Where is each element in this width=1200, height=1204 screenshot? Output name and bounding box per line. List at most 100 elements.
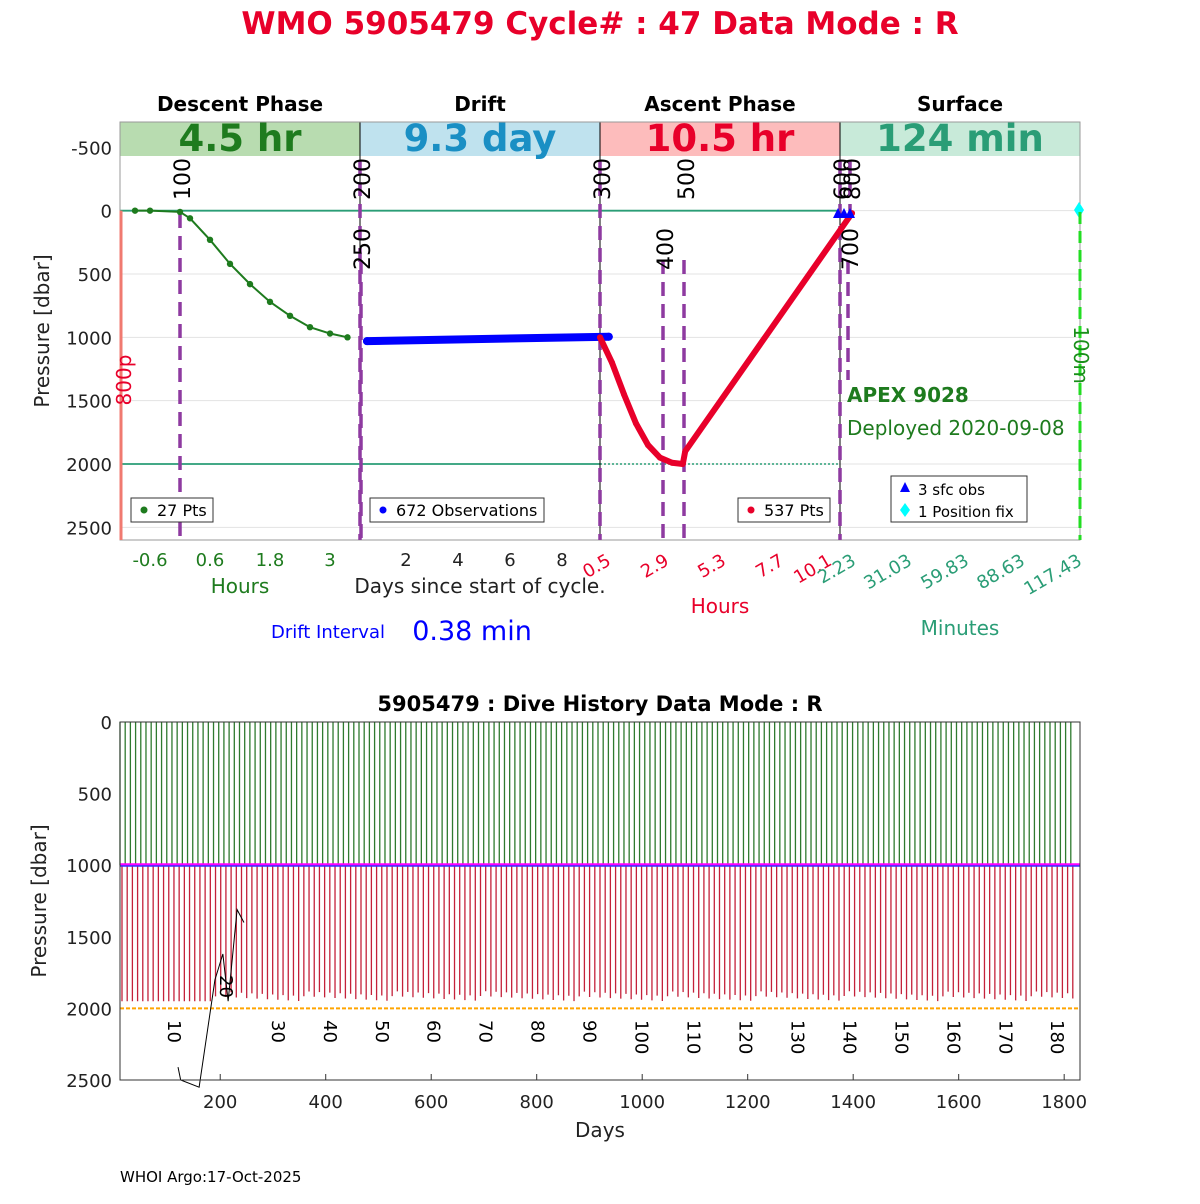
y-axis-label: Pressure [dbar]: [30, 254, 54, 407]
cycle-label: 40: [319, 1020, 340, 1043]
y-tick-label: 1000: [66, 328, 112, 349]
cycle-marker-label: 100: [171, 158, 196, 200]
legend-label: 1 Position fix: [918, 503, 1014, 521]
x-tick-label: 2: [400, 550, 411, 571]
x-axis-label: Hours: [211, 574, 270, 598]
drift-series-line: [363, 332, 613, 346]
descent-point: [206, 236, 214, 243]
y-tick-label: 500: [78, 785, 112, 806]
y-tick-label: 0: [101, 202, 112, 223]
x-tick-label: 200: [203, 1092, 237, 1113]
footer-credit: WHOI Argo:17-Oct-2025: [120, 1168, 301, 1186]
descent-point: [344, 334, 351, 341]
legend-marker: [900, 482, 910, 492]
x-tick-label: 1600: [936, 1092, 982, 1113]
y-axis-label: Pressure [dbar]: [27, 824, 51, 977]
x-tick-label: 600: [414, 1092, 448, 1113]
legend-marker: [747, 506, 755, 514]
cycle-label: 130: [786, 1020, 807, 1054]
y-tick-label: 0: [101, 713, 112, 734]
cycle-label: 30: [267, 1020, 288, 1043]
cycle-label: 80: [527, 1020, 548, 1043]
y-tick-label: 2500: [66, 1071, 112, 1092]
phase-label: Drift: [454, 92, 506, 116]
x-axis-label: Hours: [691, 594, 750, 618]
legend-box: [130, 497, 214, 523]
legend-label: 672 Observations: [396, 501, 537, 520]
x-axis-label: Minutes: [921, 616, 1000, 640]
cycle-marker-label: 500: [675, 158, 700, 200]
x-tick-label: 800: [520, 1092, 554, 1113]
cycle-label: 70: [475, 1020, 496, 1043]
x-tick-label: -0.6: [132, 550, 167, 571]
descent-point: [131, 207, 139, 214]
x-tick-label: 0.6: [196, 550, 225, 571]
x-tick-label: 1000: [619, 1092, 665, 1113]
ascent-point: [633, 420, 639, 427]
x-tick-label: 31.03: [860, 550, 915, 594]
cycle-label: 150: [890, 1020, 911, 1054]
phase-band: [600, 122, 840, 156]
phase-duration: 4.5 hr: [178, 117, 302, 160]
ascent-series-line: [597, 210, 855, 467]
descent-point: [266, 298, 274, 306]
ascent-point: [621, 391, 627, 398]
legend-entry: 537 Pts: [737, 497, 831, 523]
ascent-point: [657, 454, 663, 461]
phase-label: Ascent Phase: [644, 92, 795, 116]
ascent-point: [609, 359, 615, 366]
cycle-label: 120: [734, 1020, 755, 1054]
trajectory-trace: [177, 907, 245, 1088]
legend-entry: 27 Pts: [130, 497, 214, 523]
x-tick-label: 59.83: [917, 550, 972, 594]
legend-marker: [140, 506, 148, 514]
cycle-marker-label: 300: [591, 158, 616, 200]
legend-label: 27 Pts: [157, 501, 207, 520]
cycle-label: 180: [1046, 1020, 1067, 1054]
phase-band: [360, 122, 600, 156]
descent-point: [286, 312, 294, 319]
phase-band: [840, 122, 1080, 156]
cycle-marker-label: 800: [841, 158, 866, 200]
y-tick-label: 1500: [66, 928, 112, 949]
y-tick-label: 1000: [66, 856, 112, 877]
cycle-label: 160: [942, 1020, 963, 1054]
legend-marker: [900, 503, 910, 517]
ascent-point: [669, 459, 675, 466]
x-tick-label: 5.3: [694, 550, 729, 583]
gps-label: 100m: [1069, 326, 1093, 384]
cycle-marker-label: 600: [831, 158, 856, 200]
ascent-point: [682, 448, 689, 455]
plot-frame: [119, 721, 1081, 1081]
y-tick-label: 2500: [66, 518, 112, 539]
cycle-label: 60: [423, 1020, 444, 1043]
phase-duration: 10.5 hr: [646, 117, 796, 160]
cycle-label: 100: [631, 1020, 652, 1054]
float-name: APEX 9028: [847, 383, 969, 407]
chart-title: 5905479 : Dive History Data Mode : R: [377, 692, 822, 716]
cycle-label: 140: [838, 1020, 859, 1054]
figure-title: WMO 5905479 Cycle# : 47 Data Mode : R: [241, 6, 958, 42]
cycle-label: 50: [371, 1020, 392, 1043]
x-axis-label: Days since start of cycle.: [354, 574, 605, 598]
y-tick-label: 1500: [66, 392, 112, 413]
y-tick-label: 2000: [66, 999, 112, 1020]
descent-point: [176, 208, 184, 216]
legend-label: 3 sfc obs: [918, 481, 985, 499]
y-tick-label: -500: [71, 138, 112, 159]
x-tick-label: 88.63: [973, 550, 1028, 594]
legend-box: [890, 475, 1028, 523]
ascent-point: [645, 442, 651, 448]
drift-interval-value: 0.38 min: [412, 616, 532, 647]
drift-interval-label: Drift Interval: [271, 622, 385, 643]
cycle-marker-label: 400: [654, 228, 679, 270]
legend-marker: [379, 506, 387, 514]
x-tick-label: 7.7: [752, 550, 787, 583]
drift-point: [604, 332, 613, 341]
y-tick-label: 2000: [66, 455, 112, 476]
cycle-marker-label: 700: [839, 228, 864, 270]
x-tick-label: 6: [504, 550, 515, 571]
x-tick-label: 1800: [1041, 1092, 1087, 1113]
ascent-point: [679, 461, 686, 467]
